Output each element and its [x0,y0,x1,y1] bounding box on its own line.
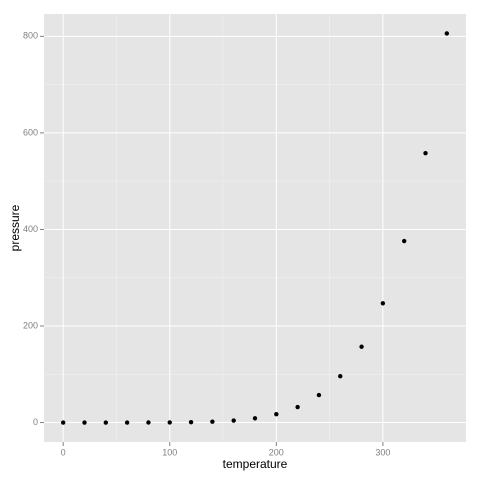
point [316,392,322,398]
panel [44,14,466,442]
point [401,238,407,244]
y-tick-label: 200 [23,320,38,330]
y-axis-title: pressure [8,204,22,251]
point [124,420,130,425]
y-tick-label: 600 [23,127,38,137]
x-tick-label: 100 [162,447,177,457]
y-tick-label: 0 [33,417,38,427]
point [103,420,109,425]
y-tick-label: 400 [23,224,38,234]
point [444,31,450,36]
point [188,419,194,425]
x-tick-label: 200 [269,447,284,457]
point [359,344,364,349]
point [60,420,66,425]
point [252,416,258,421]
point [82,420,87,425]
y-tick-label: 800 [23,31,38,41]
point [146,420,151,425]
x-tick-label: 0 [61,447,66,457]
point [295,404,300,410]
point [210,419,215,424]
point [380,301,386,306]
point [167,420,172,425]
point [274,411,279,417]
point [338,374,343,379]
point [231,418,236,423]
x-tick-label: 300 [375,447,390,457]
x-axis-title: temperature [223,457,288,471]
point [423,150,428,156]
